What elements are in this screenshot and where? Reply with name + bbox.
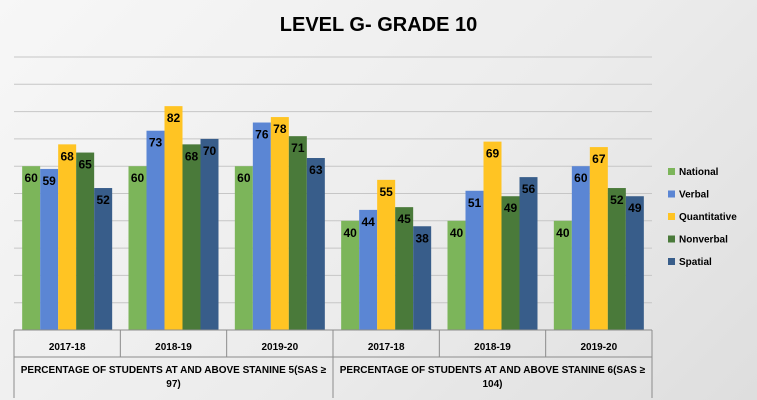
x-tick-label: 2018-19 xyxy=(474,342,511,353)
data-label: 45 xyxy=(397,212,411,226)
data-label: 82 xyxy=(167,111,181,125)
legend-swatch xyxy=(668,258,675,265)
bar-verbal-2 xyxy=(252,122,271,331)
data-label: 60 xyxy=(131,171,145,185)
data-label: 40 xyxy=(450,226,464,240)
bar-nonverbal-4 xyxy=(501,196,520,330)
group-label: PERCENTAGE OF STUDENTS AT AND ABOVE STAN… xyxy=(21,365,327,376)
data-label: 60 xyxy=(574,171,588,185)
legend-swatch xyxy=(668,190,675,198)
bar-national-4 xyxy=(447,220,466,330)
data-label: 63 xyxy=(309,163,323,177)
data-label: 67 xyxy=(592,152,606,166)
bar-quantitative-2 xyxy=(270,117,289,330)
x-tick-label: 2017-18 xyxy=(368,342,405,353)
chart-title: LEVEL G- GRADE 10 xyxy=(279,14,478,36)
bar-quantitative-4 xyxy=(483,141,502,330)
data-label: 56 xyxy=(522,182,536,196)
legend-label: Nonverbal xyxy=(679,235,728,246)
bar-nonverbal-1 xyxy=(182,144,201,330)
data-label: 73 xyxy=(149,136,163,150)
x-tick-label: 2019-20 xyxy=(261,342,298,353)
bar-national-0 xyxy=(22,166,41,330)
bar-spatial-5 xyxy=(625,196,644,330)
data-label: 52 xyxy=(96,193,110,207)
bar-spatial-1 xyxy=(200,138,219,330)
bar-verbal-5 xyxy=(571,166,590,330)
legend-label: Verbal xyxy=(679,190,709,201)
data-label: 60 xyxy=(24,171,38,185)
bar-nonverbal-5 xyxy=(607,188,626,330)
bar-quantitative-0 xyxy=(58,144,77,330)
x-tick-label: 2017-18 xyxy=(49,342,86,353)
group-label: PERCENTAGE OF STUDENTS AT AND ABOVE STAN… xyxy=(340,365,646,376)
data-label: 51 xyxy=(468,196,482,210)
legend-swatch xyxy=(668,235,675,243)
data-label: 71 xyxy=(291,141,305,155)
bar-quantitative-1 xyxy=(164,106,183,330)
bar-nonverbal-0 xyxy=(76,152,95,330)
group-label: 97) xyxy=(166,379,180,390)
legend-label: National xyxy=(679,167,719,178)
bar-verbal-4 xyxy=(465,190,484,330)
x-tick-label: 2019-20 xyxy=(580,342,617,353)
bar-national-5 xyxy=(553,220,572,330)
data-label: 69 xyxy=(486,147,500,161)
data-label: 68 xyxy=(60,149,74,163)
bar-spatial-3 xyxy=(413,226,432,330)
data-label: 44 xyxy=(361,215,375,229)
legend-label: Quantitative xyxy=(679,212,737,223)
data-label: 65 xyxy=(78,158,92,172)
data-label: 59 xyxy=(42,174,56,188)
bar-spatial-0 xyxy=(94,188,113,330)
data-label: 78 xyxy=(273,122,287,136)
legend-swatch xyxy=(668,213,675,220)
bar-national-2 xyxy=(234,166,253,330)
data-label: 38 xyxy=(415,231,429,245)
data-label: 76 xyxy=(255,128,269,142)
bar-verbal-3 xyxy=(359,209,378,330)
data-label: 55 xyxy=(379,185,393,199)
group-label: 104) xyxy=(482,379,502,390)
bar-quantitative-3 xyxy=(377,179,396,330)
bar-spatial-4 xyxy=(519,177,538,330)
x-tick-label: 2018-19 xyxy=(155,342,192,353)
bar-nonverbal-2 xyxy=(288,136,307,330)
legend-swatch xyxy=(668,168,675,175)
bar-spatial-2 xyxy=(306,158,325,330)
data-label: 52 xyxy=(610,193,624,207)
data-label: 70 xyxy=(203,144,217,158)
data-label: 40 xyxy=(556,226,570,240)
bar-nonverbal-3 xyxy=(395,207,414,330)
legend-label: Spatial xyxy=(679,257,712,268)
bar-national-3 xyxy=(341,220,360,330)
data-label: 49 xyxy=(504,201,518,215)
bar-quantitative-5 xyxy=(589,147,608,330)
bar-verbal-0 xyxy=(40,168,59,330)
bar-verbal-1 xyxy=(146,130,165,330)
bar-national-1 xyxy=(128,166,147,330)
data-label: 40 xyxy=(343,226,357,240)
data-label: 60 xyxy=(237,171,251,185)
data-label: 68 xyxy=(185,149,199,163)
data-label: 49 xyxy=(628,201,642,215)
